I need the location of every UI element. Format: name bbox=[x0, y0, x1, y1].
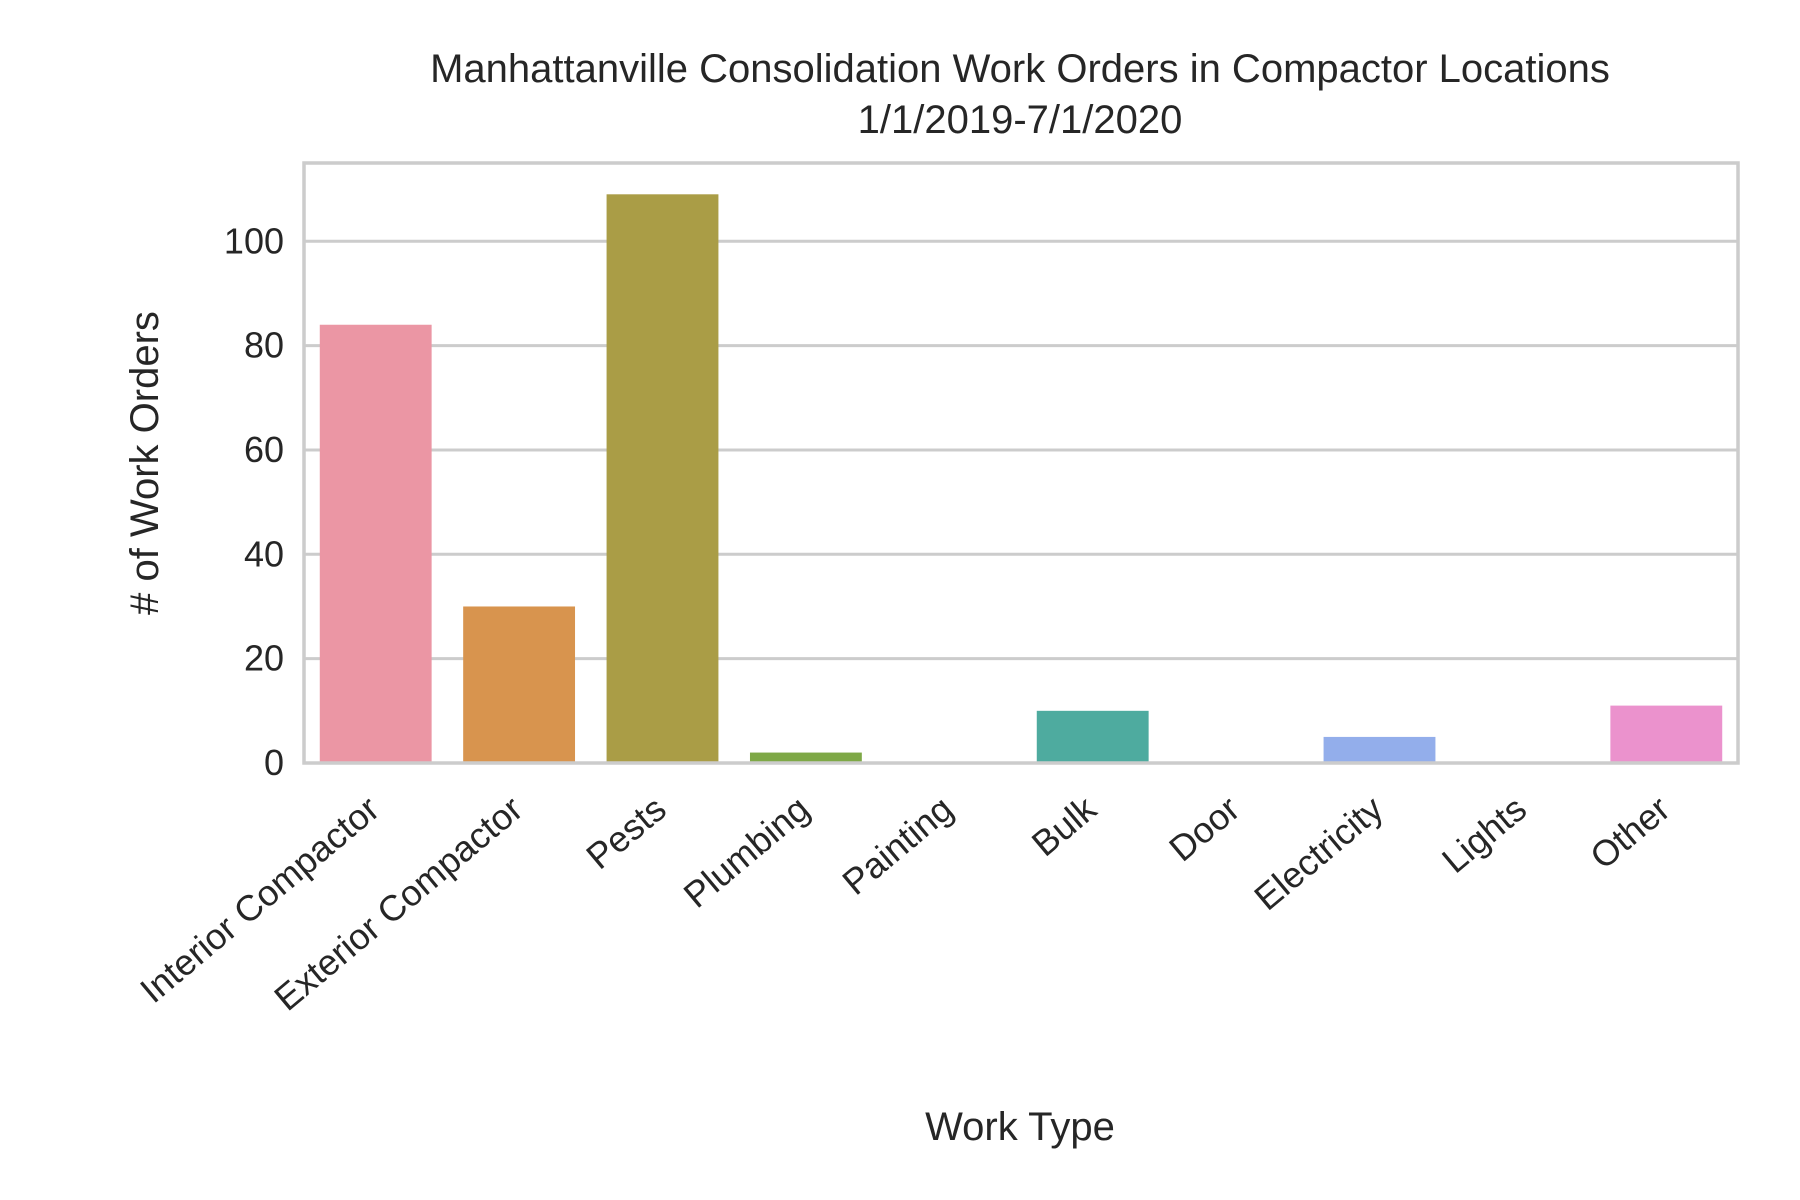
x-tick-label: Pests bbox=[578, 788, 673, 877]
bar-electricity bbox=[1323, 736, 1436, 763]
bar-pests bbox=[606, 194, 719, 764]
bar-other bbox=[1610, 705, 1723, 763]
y-tick-label: 0 bbox=[264, 742, 284, 783]
y-tick-label: 20 bbox=[244, 638, 284, 679]
x-tick-label: Other bbox=[1582, 788, 1677, 877]
x-tick-label: Bulk bbox=[1024, 787, 1105, 864]
plot-frame bbox=[302, 161, 1740, 765]
y-tick-label: 100 bbox=[224, 220, 284, 261]
y-tick-label: 40 bbox=[244, 533, 284, 574]
y-tick-label: 60 bbox=[244, 429, 284, 470]
x-tick-label: Lights bbox=[1434, 788, 1534, 881]
x-tick-label: Plumbing bbox=[676, 788, 817, 916]
bar-interior-compactor bbox=[319, 324, 432, 763]
y-tick-labels: 0 20 40 60 80 100 bbox=[224, 220, 284, 783]
chart-subtitle: 1/1/2019-7/1/2020 bbox=[858, 98, 1183, 142]
bar-plumbing bbox=[749, 752, 862, 763]
y-tick-label: 80 bbox=[244, 325, 284, 366]
bar-bulk bbox=[1036, 710, 1149, 763]
x-tick-label: Electricity bbox=[1246, 788, 1390, 918]
chart-title: Manhattanville Consolidation Work Orders… bbox=[430, 47, 1610, 91]
x-axis-title: Work Type bbox=[925, 1105, 1115, 1149]
x-tick-label: Door bbox=[1161, 788, 1247, 870]
x-tick-label: Interior Compactor bbox=[132, 788, 387, 1011]
x-tick-label: Exterior Compactor bbox=[266, 788, 530, 1019]
y-axis-title: # of Work Orders bbox=[123, 311, 167, 615]
x-tick-label: Painting bbox=[834, 788, 960, 903]
bars bbox=[319, 194, 1723, 764]
bar-exterior-compactor bbox=[463, 606, 576, 763]
